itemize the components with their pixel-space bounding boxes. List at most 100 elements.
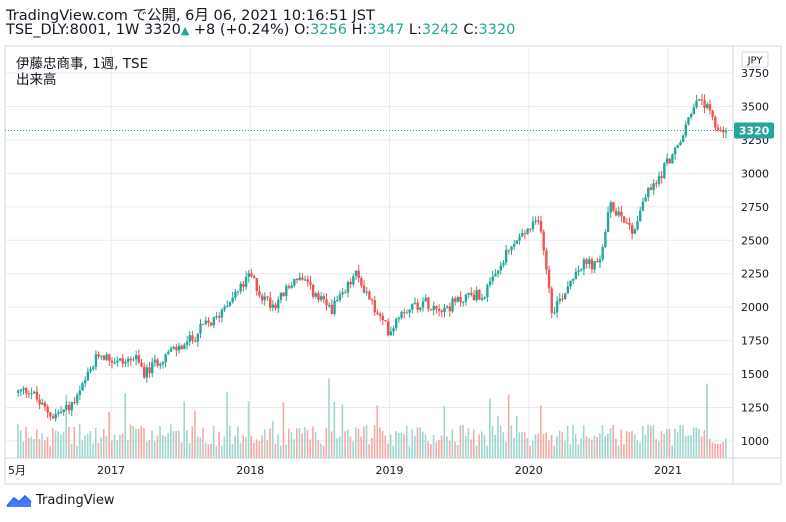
candle-body: [207, 320, 210, 323]
candle-body: [142, 366, 146, 378]
volume-bar: [108, 411, 110, 458]
candle-body: [360, 278, 363, 286]
price-tick-label: 2250: [741, 268, 769, 281]
volume-bar: [365, 424, 368, 458]
candle-body: [539, 221, 543, 232]
candle-body: [285, 286, 288, 296]
candle-body: [89, 368, 92, 372]
footer-brand[interactable]: TradingView: [6, 493, 115, 508]
volume-bar: [62, 431, 65, 458]
volume-bar: [212, 425, 215, 458]
volume-bar: [167, 433, 169, 458]
volume-bar: [194, 411, 196, 458]
candle-body: [698, 99, 701, 101]
volume-bar: [328, 378, 330, 458]
volume-bar: [446, 436, 448, 458]
volume-bar: [590, 439, 593, 458]
volume-bar: [502, 432, 505, 458]
candle-body: [129, 358, 132, 361]
candle-body: [413, 302, 417, 304]
candle-body: [239, 283, 242, 292]
candle-body: [247, 273, 250, 277]
candle-body: [73, 402, 76, 404]
volume-bar: [403, 434, 405, 458]
volume-bar: [218, 431, 220, 458]
volume-bar: [577, 444, 580, 458]
volume-bar: [306, 429, 309, 458]
currency-label: JPY: [747, 56, 764, 67]
candle-body: [437, 308, 441, 311]
last-price-tag-label: 3320: [739, 125, 770, 138]
candle-body: [260, 295, 264, 301]
volume-bar: [470, 439, 472, 458]
close-value: 3320: [478, 22, 516, 38]
volume-bar: [129, 424, 132, 458]
grid-lines: [5, 46, 733, 458]
volume-bar: [540, 405, 542, 458]
volume-bar: [674, 428, 676, 458]
volume-bar: [153, 441, 156, 458]
volume-bar: [499, 425, 502, 458]
candle-body: [180, 345, 183, 350]
candle-body: [510, 246, 513, 251]
candle-body: [62, 409, 65, 412]
candle-body: [269, 297, 272, 308]
volume-bar: [652, 425, 655, 458]
volume-bar: [438, 440, 440, 458]
candle-body: [467, 292, 470, 295]
candle-body: [550, 288, 553, 313]
volume-bar: [231, 443, 234, 458]
candle-body: [97, 354, 100, 357]
candle-body: [35, 391, 39, 400]
candle-body: [668, 158, 671, 164]
volume-bar: [17, 424, 19, 458]
volume-bar: [178, 430, 180, 458]
volume-bar: [722, 441, 724, 458]
candle-body: [27, 393, 31, 395]
candle-body: [601, 247, 604, 260]
candle-body: [201, 323, 205, 325]
volume-bar: [593, 435, 596, 458]
candle-body: [555, 301, 559, 313]
volume-bar: [73, 427, 76, 458]
volume-bar: [226, 391, 228, 458]
volume-bar: [464, 436, 467, 458]
candle-body: [561, 298, 564, 300]
volume-bar: [336, 438, 338, 458]
candle-body: [483, 297, 486, 299]
volume-bar: [548, 440, 550, 458]
price-tick-label: 2750: [741, 201, 769, 214]
volume-bar: [317, 440, 320, 458]
volume-bar: [534, 434, 537, 458]
candle-body: [301, 277, 304, 280]
volume-bar: [553, 445, 556, 458]
candle-body: [504, 249, 508, 263]
volume-bar: [684, 436, 687, 458]
volume-bar: [647, 424, 649, 458]
candle-body: [440, 310, 444, 313]
volume-bar: [140, 425, 143, 458]
volume-bar: [668, 428, 671, 458]
candle-body: [470, 292, 473, 295]
volume-bar: [615, 439, 617, 458]
candle-body: [16, 390, 20, 393]
currency-box[interactable]: [741, 51, 769, 68]
candle-body: [338, 294, 342, 301]
volume-bar: [641, 425, 644, 458]
volume-bar: [352, 441, 354, 458]
volume-bar: [261, 435, 263, 458]
candle-body: [598, 259, 602, 263]
volume-bar: [599, 433, 601, 458]
volume-bar: [301, 433, 303, 458]
candle-body: [86, 371, 90, 381]
volume-bar: [113, 434, 116, 458]
candle-body: [625, 222, 629, 224]
volume-bar: [419, 427, 421, 458]
volume-bar: [657, 441, 660, 458]
candle-body: [352, 276, 355, 285]
candle-body: [665, 158, 669, 164]
candle-body: [357, 270, 360, 279]
candle-body: [169, 348, 173, 352]
volume-bar: [325, 428, 328, 458]
